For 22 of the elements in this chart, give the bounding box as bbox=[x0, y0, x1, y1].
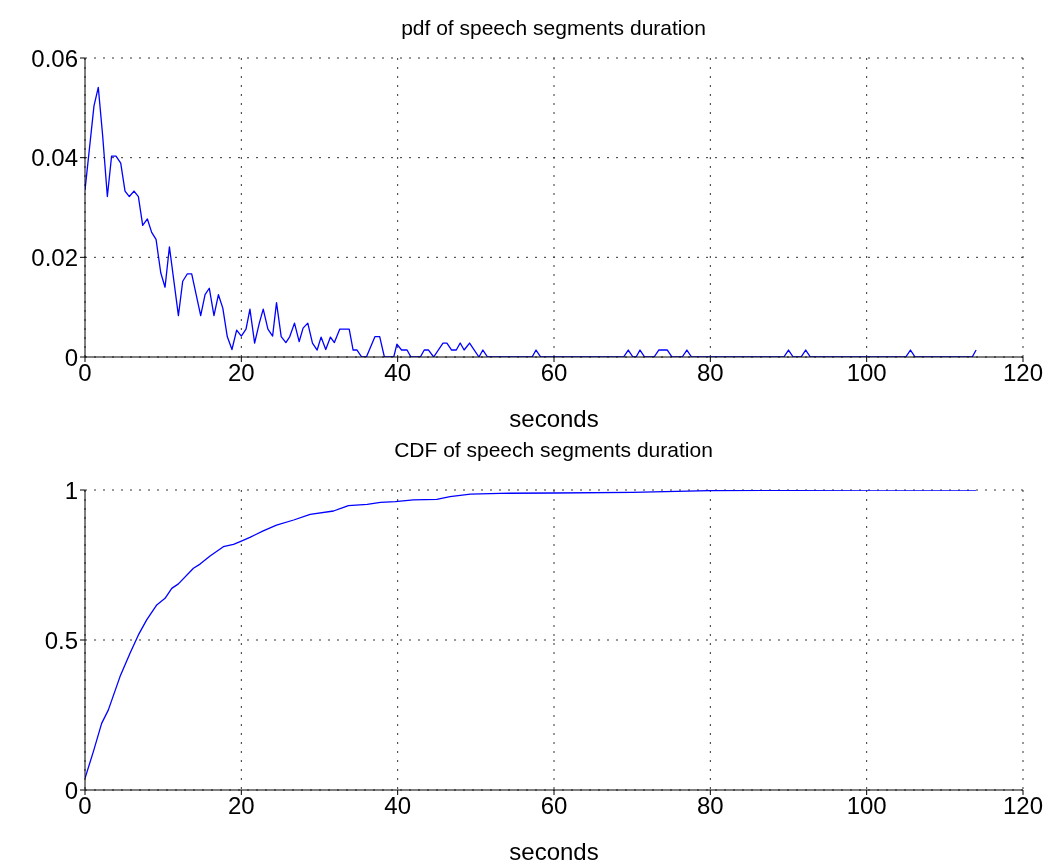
x-tick-label: 20 bbox=[227, 359, 255, 387]
x-tick-label: 20 bbox=[227, 792, 255, 820]
y-tick-label: 0.5 bbox=[44, 626, 78, 654]
x-tick-label: 100 bbox=[846, 792, 887, 820]
y-tick-label: 0.06 bbox=[31, 44, 78, 72]
x-tick-label: 80 bbox=[696, 359, 724, 387]
y-tick-label: 0.04 bbox=[31, 144, 78, 172]
x-tick-label: 100 bbox=[846, 359, 887, 387]
x-axis-title: seconds bbox=[509, 838, 599, 865]
x-tick-label: 60 bbox=[540, 792, 568, 820]
x-tick-label: 40 bbox=[384, 792, 412, 820]
y-tick-label: 0.02 bbox=[31, 243, 78, 271]
chart-title: CDF of speech segments duration bbox=[394, 437, 713, 461]
x-tick-label: 120 bbox=[1002, 359, 1044, 387]
chart-title: pdf of speech segments duration bbox=[400, 15, 707, 41]
x-axis-title: seconds bbox=[509, 405, 599, 432]
x-tick-label: 120 bbox=[1002, 792, 1044, 820]
x-tick-label: 40 bbox=[384, 359, 412, 387]
x-tick-label: 80 bbox=[696, 792, 724, 820]
line-series bbox=[85, 490, 977, 779]
x-tick-label: 60 bbox=[540, 359, 568, 387]
y-tick-label: 1 bbox=[64, 476, 78, 504]
